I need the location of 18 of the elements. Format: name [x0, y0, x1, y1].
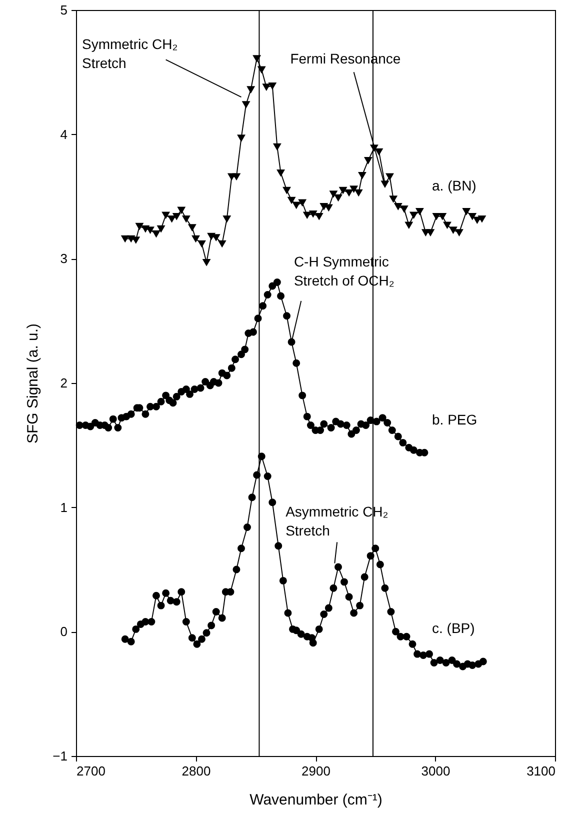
series-label: a. (BN)	[432, 178, 476, 194]
y-tick-label: 5	[60, 2, 68, 18]
annotation: Symmetric CH₂ Stretch	[82, 36, 178, 71]
x-tick-label: 2800	[182, 764, 211, 778]
y-tick-label: 0	[60, 624, 68, 640]
x-tick-label: 3000	[421, 764, 450, 778]
y-tick-label: 1	[60, 500, 68, 515]
y-tick-label: 2	[60, 376, 68, 390]
y-axis-title: SFG Signal (a. u.)	[24, 323, 42, 444]
series-label: c. (BP)	[432, 620, 475, 636]
y-tick-label: 3	[60, 251, 68, 266]
x-tick-label: 2700	[76, 764, 106, 778]
y-tick-label: 4	[60, 126, 68, 142]
x-tick-label: 3100	[526, 764, 556, 778]
series-label: b. PEG	[432, 411, 478, 428]
y-tick-label: −1	[52, 748, 68, 764]
x-axis-title: Wavenumber (cm⁻¹)	[250, 792, 382, 808]
x-tick-label: 2900	[302, 764, 330, 778]
